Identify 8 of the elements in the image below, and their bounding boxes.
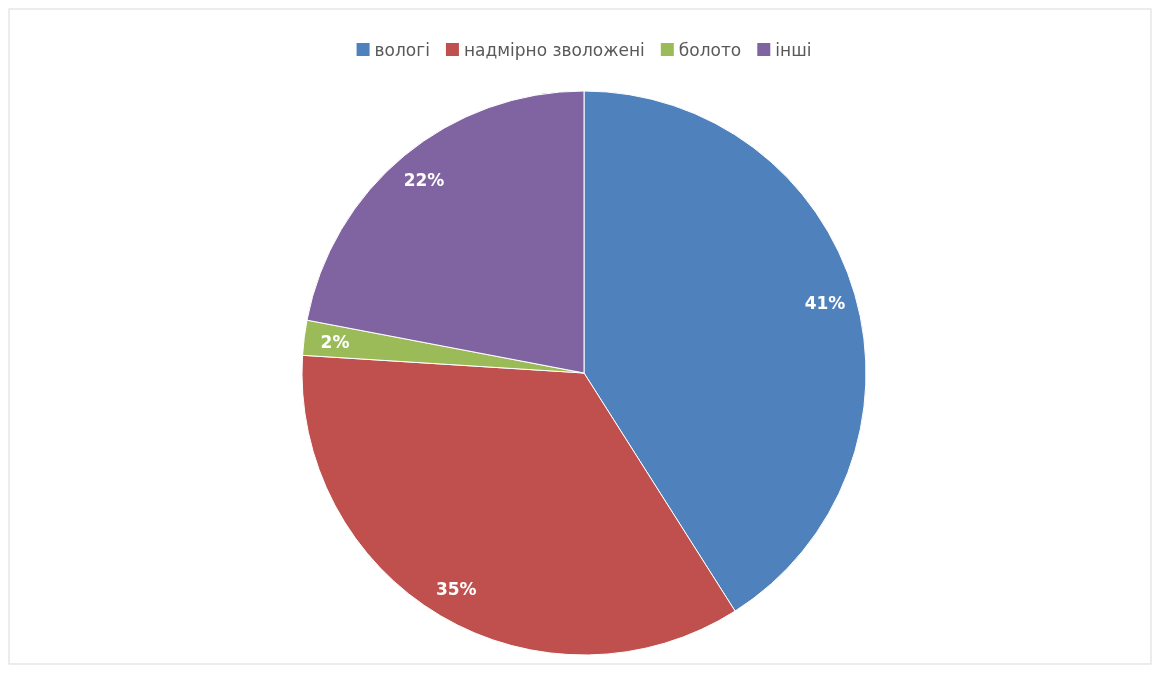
- legend-label: болото: [678, 40, 742, 60]
- legend-label: інші: [775, 40, 812, 60]
- data-label: 2%: [320, 331, 350, 352]
- data-label: 35%: [435, 579, 477, 600]
- data-label: 22%: [403, 169, 445, 190]
- legend-label: надмірно зволожені: [463, 40, 645, 60]
- data-label: 41%: [804, 292, 846, 313]
- legend-label: вологі: [374, 40, 430, 60]
